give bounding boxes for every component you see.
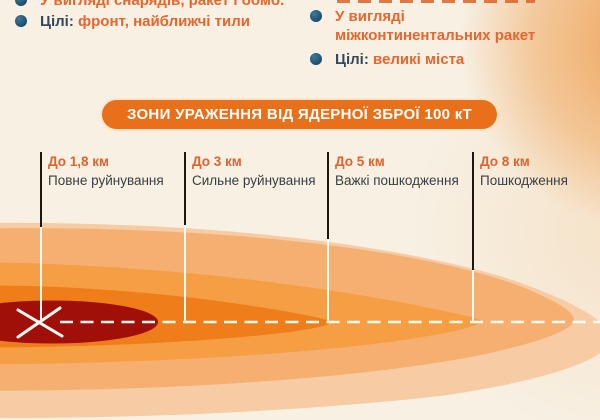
bullet-weapon-form-left: У вигляді снарядів, ракет і бомб. xyxy=(15,0,284,10)
zone-label-heavy-damage: До 5 км Важкі пошкодження xyxy=(335,154,459,189)
epicenter-x-icon xyxy=(16,306,64,339)
targets-left-value: фронт, найближчі тили xyxy=(78,13,250,30)
clipped-text-remnant xyxy=(337,0,535,3)
section-title-banner: ЗОНИ УРАЖЕННЯ ВІД ЯДЕРНОЇ ЗБРОЇ 100 кТ xyxy=(102,100,497,129)
zone-distance: До 8 км xyxy=(480,154,530,169)
zone-description: Повне руйнування xyxy=(48,173,164,188)
zone-distance: До 5 км xyxy=(335,154,385,169)
bullet-targets-left: Цілі: фронт, найближчі тили xyxy=(15,12,250,31)
bullet-dot-icon xyxy=(310,10,322,22)
targets-right-value: великі міста xyxy=(373,51,465,68)
bullet-targets-left-text: Цілі: фронт, найближчі тили xyxy=(40,12,250,31)
zone-distance: До 3 км xyxy=(192,154,242,169)
ring-epicenter xyxy=(0,300,158,344)
bullet-targets-right: Цілі: великі міста xyxy=(310,50,464,69)
targets-left-prefix: Цілі: xyxy=(40,13,74,30)
targets-right-prefix: Цілі: xyxy=(335,51,369,68)
bullet-weapon-form-right-text: У вигляді міжконтинентальних ракет xyxy=(335,8,536,44)
zone-label-full-destruction: До 1,8 км Повне руйнування xyxy=(48,154,164,189)
bullet-dot-icon xyxy=(15,0,27,6)
bullet-dot-icon xyxy=(15,15,27,27)
zone-description: Пошкодження xyxy=(480,173,568,188)
zone-description: Сильне руйнування xyxy=(192,173,316,188)
zone-marker-stems-light xyxy=(40,225,474,322)
bullet-dot-icon xyxy=(310,53,322,65)
bullet-targets-right-text: Цілі: великі міста xyxy=(335,50,464,69)
zone-description: Важкі пошкодження xyxy=(335,173,459,188)
zone-distance: До 1,8 км xyxy=(48,154,110,169)
zone-label-damage: До 8 км Пошкодження xyxy=(480,154,568,189)
zone-label-severe-destruction: До 3 км Сильне руйнування xyxy=(192,154,316,189)
bullet-weapon-form-left-text: У вигляді снарядів, ракет і бомб. xyxy=(40,0,285,9)
bullet-weapon-form-right: У вигляді міжконтинентальних ракет xyxy=(310,7,548,45)
section-title: ЗОНИ УРАЖЕННЯ ВІД ЯДЕРНОЇ ЗБРОЇ 100 кТ xyxy=(126,106,473,123)
